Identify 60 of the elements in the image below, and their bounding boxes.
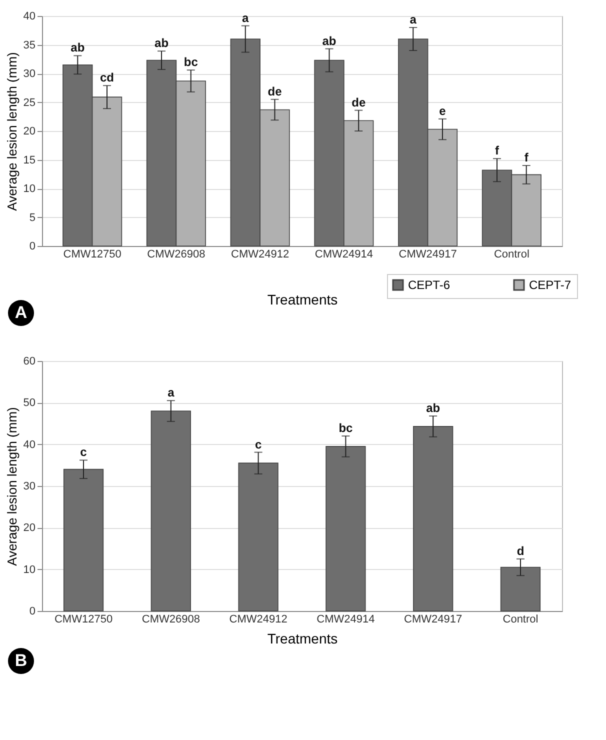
data-label: e <box>439 104 446 118</box>
y-axis-title: Average lesion length (mm) <box>4 52 20 211</box>
bar <box>413 426 454 612</box>
y-tick-label: 30 <box>23 68 36 80</box>
y-tick-label: 60 <box>23 356 36 368</box>
x-tick-label: CMW26908 <box>147 248 206 260</box>
data-label: de <box>268 84 282 98</box>
bar <box>150 410 191 612</box>
x-tick-label: CMW24917 <box>404 614 462 626</box>
y-tick-label: 0 <box>29 240 36 252</box>
text: B <box>8 648 34 674</box>
y-tick-label: 10 <box>23 183 36 195</box>
text: A <box>8 300 34 326</box>
x-tick-label: CMW24912 <box>229 614 288 626</box>
y-tick-label: 0 <box>29 606 36 618</box>
data-label: f <box>524 150 530 164</box>
legend-label: CEPT-7 <box>529 278 572 292</box>
data-label: de <box>352 95 366 110</box>
y-tick-label: 25 <box>23 96 36 109</box>
legend-label: CEPT-6 <box>408 278 450 292</box>
x-tick-label: CMW12750 <box>63 248 122 260</box>
y-tick-label: 15 <box>23 154 36 166</box>
y-tick-label: 40 <box>23 10 36 22</box>
x-tick-label: CMW12750 <box>54 614 113 626</box>
data-label: ab <box>426 401 440 415</box>
data-label: a <box>410 12 417 26</box>
data-label: ab <box>154 36 169 50</box>
bar <box>326 446 366 612</box>
y-tick-label: 30 <box>23 480 36 492</box>
data-label: d <box>516 544 524 558</box>
bar <box>500 566 541 612</box>
x-tick-label: Control <box>502 614 538 626</box>
y-tick-label: 20 <box>23 522 36 534</box>
y-axis-title: Average lesion length (mm) <box>4 407 20 566</box>
y-tick-label: 35 <box>23 39 36 52</box>
x-tick-label: Control <box>494 248 530 260</box>
x-tick-label: CMW24914 <box>316 614 375 626</box>
x-axis-title: Treatments <box>267 630 338 646</box>
data-label: a <box>168 386 175 400</box>
x-tick-label: CMW24917 <box>398 248 457 260</box>
y-tick-label: 40 <box>23 438 36 451</box>
data-label: ab <box>70 40 85 55</box>
data-label: ab <box>322 34 336 48</box>
data-label: a <box>242 10 250 25</box>
bar <box>238 462 278 612</box>
x-axis-title: Treatments <box>267 292 338 308</box>
data-label: c <box>254 437 262 452</box>
data-label: c <box>80 445 88 460</box>
y-tick-label: 50 <box>23 397 36 410</box>
y-tick-label: 10 <box>23 564 36 576</box>
data-label: cd <box>100 70 114 85</box>
y-tick-label: 5 <box>29 212 36 224</box>
data-label: bc <box>338 421 354 435</box>
data-label: f <box>495 144 500 158</box>
y-tick-label: 20 <box>23 126 36 138</box>
x-tick-label: CMW24912 <box>231 248 290 260</box>
x-tick-label: CMW26908 <box>142 614 200 626</box>
data-label: bc <box>184 55 198 70</box>
x-tick-label: CMW24914 <box>314 248 373 260</box>
bar <box>63 468 104 612</box>
